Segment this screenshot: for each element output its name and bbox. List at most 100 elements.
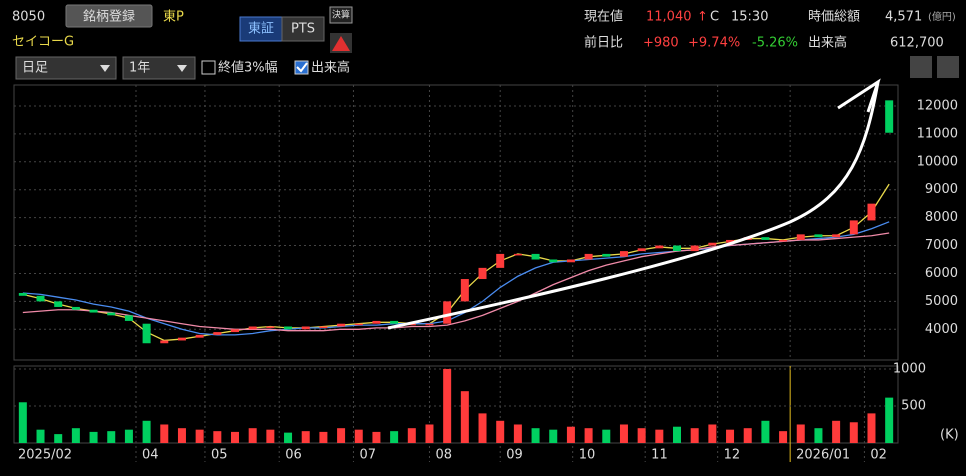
range-select[interactable]: [122, 56, 196, 80]
x-tick-label: 05: [211, 448, 228, 463]
volume-bar: [849, 422, 858, 443]
volume-bar: [54, 434, 63, 443]
candle: [213, 332, 222, 335]
pts-tab[interactable]: [281, 16, 325, 42]
candle: [796, 234, 805, 240]
candle: [18, 292, 27, 296]
candle: [531, 253, 540, 260]
close3-checkbox[interactable]: [201, 60, 216, 75]
volume-bar: [602, 429, 611, 443]
stock-name: セイコーG: [12, 35, 74, 50]
y-tick-label: 6000: [925, 266, 958, 281]
candle: [89, 309, 98, 313]
x-tick-label: 2025/02: [18, 448, 72, 463]
candle: [354, 323, 363, 326]
volume-bar: [354, 429, 363, 443]
x-tick-label: 12: [724, 448, 741, 463]
volume-bar: [390, 431, 399, 443]
price-arrow: ↑: [697, 10, 708, 25]
candle: [690, 245, 699, 252]
check-mark: [296, 62, 308, 73]
x-tick-label: 04: [142, 448, 159, 463]
cap: 4,571: [885, 10, 922, 25]
candle: [248, 326, 257, 330]
volume-bar: [566, 426, 575, 443]
y-tick-label: 500: [901, 398, 926, 413]
x-tick-label: 11: [651, 448, 668, 463]
price-label: 現在値: [584, 9, 623, 25]
zoom-button[interactable]: [910, 56, 932, 78]
change: +980: [643, 36, 679, 51]
volume-bar: [779, 431, 788, 443]
volume-bar: [726, 429, 735, 443]
register-label: 銘柄登録: [83, 10, 135, 25]
volume-bar: [460, 391, 469, 443]
volume-bar: [142, 420, 151, 443]
candle: [284, 326, 293, 330]
volume-bar: [231, 431, 239, 443]
candle: [337, 323, 346, 327]
y-tick-label: 9000: [925, 182, 958, 197]
settle-label: 決算: [332, 9, 350, 21]
settings-button[interactable]: [937, 56, 959, 78]
volume-bar: [177, 428, 186, 443]
candle: [372, 320, 381, 324]
volume-bar: [531, 428, 540, 443]
x-tick-label: 09: [506, 448, 523, 463]
volume-bar: [619, 424, 628, 443]
range-label: 1年: [129, 61, 150, 76]
candle: [814, 234, 823, 238]
candle: [36, 295, 45, 302]
alert-icon: [332, 36, 350, 51]
candle: [390, 320, 399, 324]
code: 8050: [12, 10, 45, 25]
y-axis-label: (K): [940, 428, 959, 443]
candle: [478, 267, 487, 280]
volume-bar: [248, 428, 257, 443]
price: 11,040: [646, 10, 692, 25]
volume-bar: [584, 428, 593, 443]
close3-label: 終値3%幅: [218, 60, 278, 76]
register-button[interactable]: [65, 4, 153, 28]
moving-average: [22, 232, 890, 332]
candle: [726, 239, 735, 243]
candle: [761, 237, 770, 240]
y-tick-label: 7000: [925, 238, 958, 253]
volume-bar: [107, 431, 116, 443]
candle: [496, 253, 505, 268]
volume-bar: [673, 426, 681, 443]
candle: [566, 259, 575, 263]
x-tick-label: 10: [579, 448, 596, 463]
volume-bar: [885, 397, 894, 443]
volume-checkbox[interactable]: [294, 60, 309, 75]
volume-bar: [195, 429, 204, 443]
annotation-arrow: [387, 81, 880, 330]
exchange-tab[interactable]: [239, 16, 283, 42]
volume-bar: [637, 428, 646, 443]
volume-bar: [18, 402, 27, 443]
price-panel: [13, 84, 899, 361]
candle: [266, 326, 275, 328]
candle: [231, 329, 239, 333]
y-tick-label: 4000: [925, 322, 958, 337]
y-tick-label: 10000: [917, 154, 958, 169]
volume-bar: [867, 413, 876, 443]
change-pct: +9.74%: [688, 36, 740, 51]
volume-bar: [284, 432, 293, 443]
exchange-label: 東証: [248, 21, 274, 37]
volume-bar: [372, 431, 381, 443]
market: 東P: [163, 9, 184, 25]
volume-bar: [425, 424, 434, 443]
dropdown-icon: [100, 65, 110, 72]
y-tick-label: 11000: [917, 126, 958, 141]
candle: [160, 340, 169, 344]
x-tick-label: 06: [285, 448, 302, 463]
candle: [124, 315, 133, 321]
candle: [142, 323, 151, 344]
volume-bar: [513, 424, 522, 443]
candle: [655, 245, 664, 249]
period-select[interactable]: [15, 56, 117, 80]
volume-bar: [761, 420, 770, 443]
period-label: 日足: [22, 61, 48, 76]
